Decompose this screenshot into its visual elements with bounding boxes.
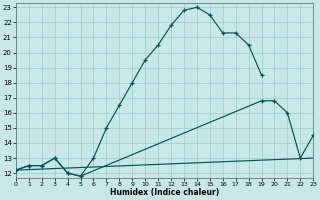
X-axis label: Humidex (Indice chaleur): Humidex (Indice chaleur) bbox=[110, 188, 219, 197]
